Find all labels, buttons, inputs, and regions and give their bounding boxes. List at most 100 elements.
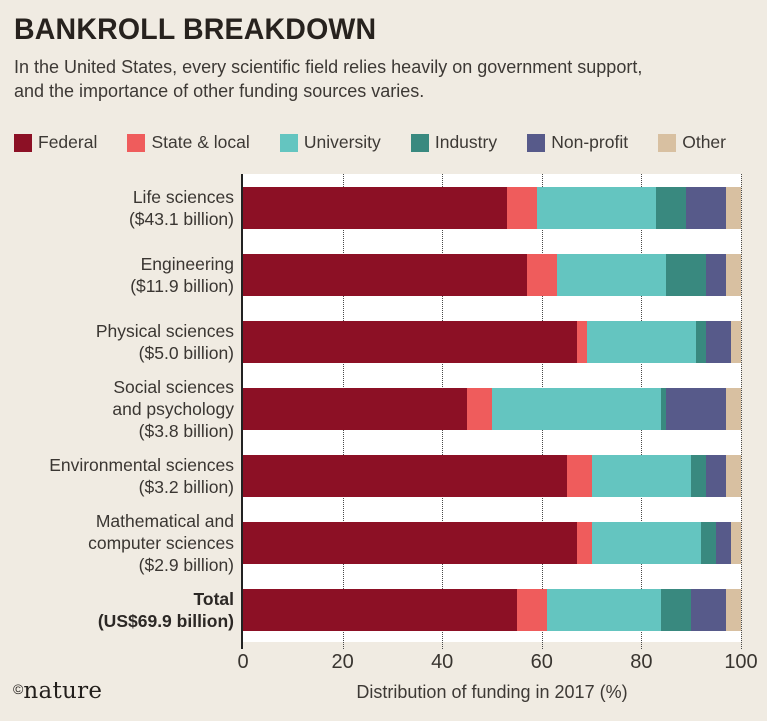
legend-label: Industry [434,132,498,152]
category-label-physical-sciences: Physical sciences ($5.0 billion) [0,320,234,364]
plot-area [241,174,742,649]
segment-state-local [576,321,587,363]
x-tick-label-100: 100 [724,651,758,673]
legend-label: State & local [151,132,250,152]
category-label-life-sciences: Life sciences ($43.1 billion) [0,186,234,230]
category-label-line: Environmental sciences [49,455,234,475]
legend-item-federal: Federal [14,132,97,153]
chart-subtitle: In the United States, every scientific f… [14,57,643,102]
category-label-line: Mathematical and [95,511,234,531]
x-tick-label-40: 40 [431,651,454,673]
category-label-line: Social sciences [113,377,234,397]
copyright-icon: © [13,681,24,697]
segment-other [731,522,741,564]
legend-item-non-profit: Non-profit [527,132,628,153]
segment-other [726,187,741,229]
bar-environmental-sciences [243,455,741,497]
legend-label: Other [682,132,726,152]
segment-university [591,455,692,497]
legend-swatch-industry [410,133,429,152]
category-label-line: Total [193,589,234,609]
category-label-engineering: Engineering ($11.9 billion) [0,253,234,297]
category-label-line: ($3.2 billion) [138,477,234,497]
segment-university [591,522,702,564]
y-axis-line [241,174,243,649]
segment-other [726,254,741,296]
credit-wordmark: nature [23,678,103,704]
category-label-mathematical-and: Mathematical and computer sciences ($2.9 b… [0,510,234,576]
category-label-total: Total (US$69.9 billion) [0,588,234,632]
bar-engineering [243,254,741,296]
legend-label: University [303,132,381,152]
x-tick-label-0: 0 [237,651,249,673]
category-label-line: (US$69.9 billion) [97,611,234,631]
segment-non-profit [691,589,727,631]
legend-swatch-other [658,133,677,152]
legend-swatch-federal [14,133,32,152]
segment-industry [656,187,687,229]
category-label-line: computer sciences [88,533,234,553]
bar-total [243,589,741,631]
legend-item-other: Other [658,132,726,153]
category-label-line: Life sciences [132,187,234,207]
x-axis-title: Distribution of funding in 2017 (%) [356,682,628,702]
legend-item-industry: Industry [410,132,498,153]
segment-university [586,321,697,363]
category-label-line: ($3.8 billion) [138,421,234,441]
category-label-line: ($2.9 billion) [138,555,234,575]
chart-title: BANKROLL BREAKDOWN [14,13,377,46]
segment-non-profit [706,321,731,363]
segment-federal [243,388,468,430]
segment-federal [243,455,567,497]
segment-state-local [576,522,592,564]
segment-non-profit [706,455,727,497]
category-label-line: Physical sciences [95,321,234,341]
segment-state-local [516,589,547,631]
legend-label: Non-profit [551,132,629,152]
legend-label: Federal [38,132,98,152]
segment-state-local [506,187,537,229]
segment-federal [243,254,527,296]
segment-non-profit [706,254,727,296]
segment-non-profit [666,388,727,430]
bar-life-sciences [243,187,741,229]
category-label-line: ($43.1 billion) [128,209,234,229]
segment-other [726,455,741,497]
category-label-line: and psychology [112,399,234,419]
segment-federal [243,321,577,363]
category-label-social-sciences: Social sciences and psychology ($3.8 billi… [0,376,234,442]
segment-federal [243,522,577,564]
bar-physical-sciences [243,321,741,363]
category-label-environmental-sciences: Environmental sciences ($3.2 billion) [0,454,234,498]
x-axis-ticks: 0 20 40 60 80 100 [0,651,767,675]
bar-social-sciences [243,388,741,430]
segment-industry [691,455,707,497]
gridline-100 [741,174,742,649]
segment-industry [696,321,707,363]
segment-federal [243,187,507,229]
legend: Federal State & local University Industry No… [14,132,726,153]
segment-industry [701,522,717,564]
nature-credit: ©nature [13,678,102,704]
segment-federal [243,589,517,631]
legend-swatch-non-profit [527,133,546,152]
segment-university [536,187,657,229]
segment-other [726,589,741,631]
segment-non-profit [716,522,732,564]
segment-state-local [566,455,592,497]
x-tick-label-60: 60 [530,651,553,673]
segment-university [556,254,667,296]
bar-mathematical-and [243,522,741,564]
legend-swatch-state-local [127,133,146,152]
segment-industry [661,388,667,430]
category-label-line: ($5.0 billion) [138,343,234,363]
category-label-line: Engineering [140,254,234,274]
x-tick-label-20: 20 [331,651,354,673]
legend-item-university: University [279,132,381,153]
legend-swatch-university [279,133,298,152]
segment-non-profit [686,187,727,229]
segment-university [491,388,662,430]
segment-industry [666,254,707,296]
segment-other [731,321,741,363]
